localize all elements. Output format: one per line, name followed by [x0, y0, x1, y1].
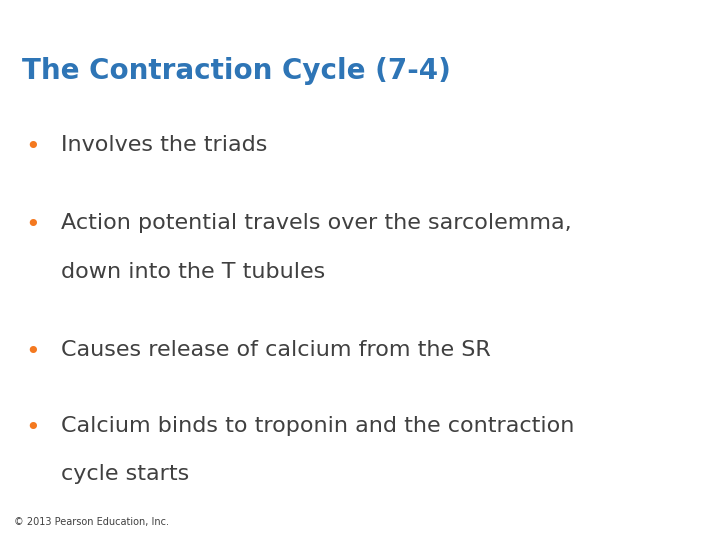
Text: Causes release of calcium from the SR: Causes release of calcium from the SR [61, 340, 491, 360]
Text: •: • [25, 416, 40, 440]
Text: Action potential travels over the sarcolemma,: Action potential travels over the sarcol… [61, 213, 572, 233]
Text: •: • [25, 213, 40, 237]
Text: cycle starts: cycle starts [61, 464, 189, 484]
Text: •: • [25, 135, 40, 159]
Text: © 2013 Pearson Education, Inc.: © 2013 Pearson Education, Inc. [14, 516, 169, 526]
Text: •: • [25, 340, 40, 364]
Text: Calcium binds to troponin and the contraction: Calcium binds to troponin and the contra… [61, 416, 575, 436]
Text: The Contraction Cycle (7-4): The Contraction Cycle (7-4) [22, 57, 451, 85]
Text: Involves the triads: Involves the triads [61, 135, 268, 155]
Text: down into the T tubules: down into the T tubules [61, 262, 325, 282]
